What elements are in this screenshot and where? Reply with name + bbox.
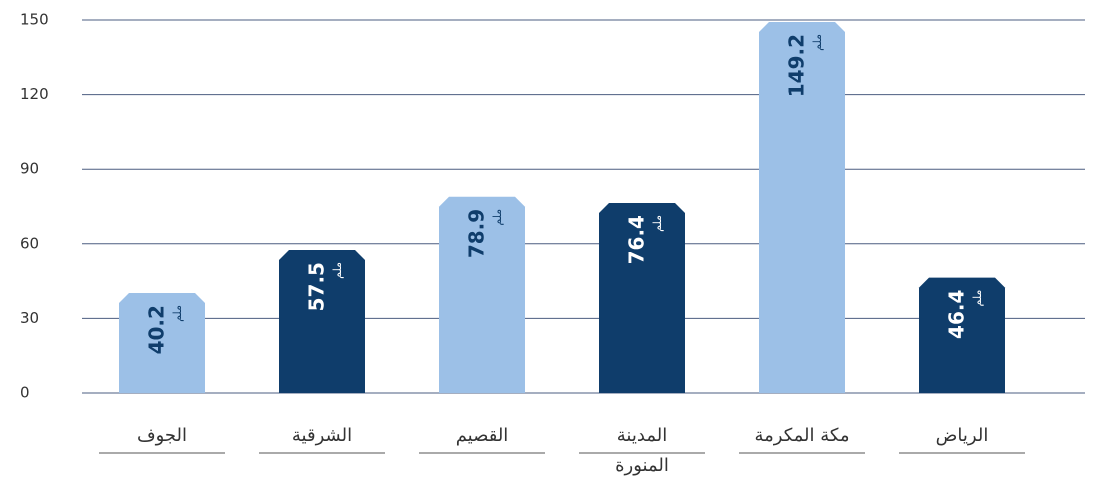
unit-label: ملم <box>171 305 184 322</box>
x-tick-label: القصيم <box>455 425 509 446</box>
unit-label: ملم <box>971 290 984 307</box>
value-label: 78.9 <box>465 209 489 258</box>
x-tick-label: مكة المكرمة <box>754 425 850 446</box>
x-tick-label: الرياض <box>935 425 989 446</box>
value-label: 57.5 <box>305 262 329 311</box>
y-tick-label: 150 <box>20 11 49 29</box>
y-tick-label: 120 <box>20 85 49 103</box>
y-tick-label: 30 <box>20 309 39 327</box>
unit-label: ملم <box>811 34 824 51</box>
value-label: 149.2 <box>785 34 809 97</box>
value-label: 46.4 <box>945 290 969 339</box>
bar <box>919 277 1005 393</box>
value-label: 76.4 <box>625 215 649 264</box>
bar <box>759 21 845 394</box>
x-tick-label: المدينة المنورة <box>615 425 669 476</box>
y-tick-label: 90 <box>20 160 39 178</box>
value-label: 40.2 <box>145 305 169 354</box>
unit-label: ملم <box>331 262 344 279</box>
unit-label: ملم <box>491 209 504 226</box>
bar <box>279 250 365 393</box>
y-tick-label: 0 <box>20 384 30 402</box>
x-tick-label: الشرقية <box>291 425 353 446</box>
x-tick-label: الجوف <box>136 425 188 446</box>
bar <box>599 203 685 393</box>
unit-label: ملم <box>651 215 664 232</box>
y-tick-label: 60 <box>20 234 39 252</box>
bar <box>119 293 205 393</box>
bar <box>439 196 525 393</box>
